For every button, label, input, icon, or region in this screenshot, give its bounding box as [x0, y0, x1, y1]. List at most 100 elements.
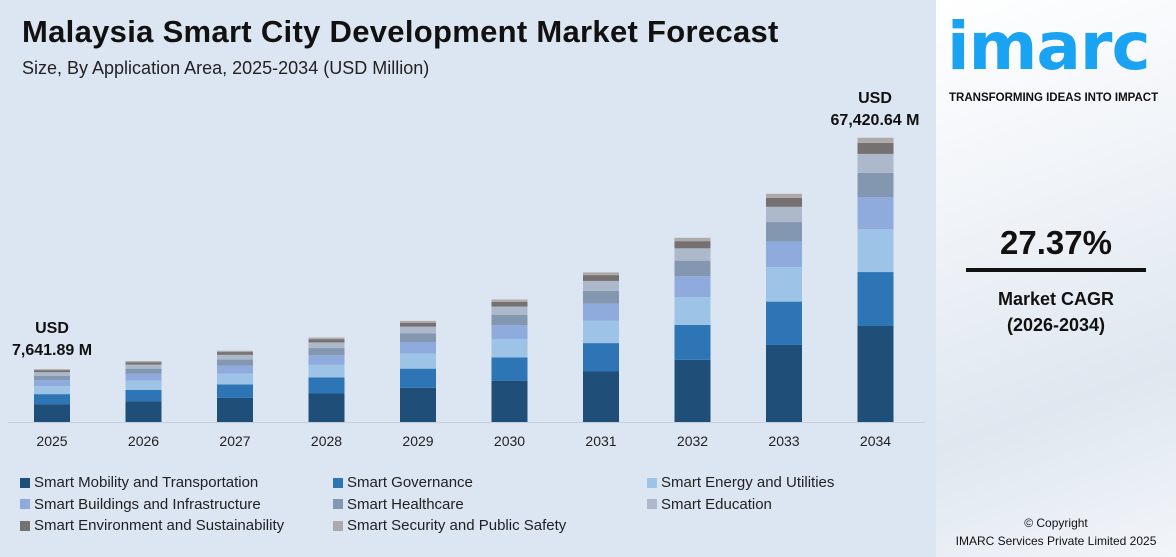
- bar-segment-2025: [34, 372, 70, 376]
- bar-segment-2031: [583, 320, 619, 344]
- legend-item: Smart Governance: [333, 474, 473, 491]
- bar-segment-2029: [400, 387, 436, 422]
- x-tick-label: 2027: [219, 433, 250, 449]
- bar-segment-2032: [674, 241, 711, 249]
- legend-label: Smart Security and Public Safety: [347, 517, 567, 534]
- x-tick-label: 2031: [585, 433, 616, 449]
- bar-segment-2032: [674, 276, 711, 298]
- bar-segment-2026: [125, 368, 162, 374]
- bar-segment-2030: [491, 380, 528, 422]
- x-tick-label: 2025: [36, 433, 67, 449]
- bar-segment-2030: [491, 325, 528, 339]
- bar-segment-2027: [217, 373, 253, 385]
- bar-segment-2031: [583, 303, 619, 321]
- bar-segment-2030: [491, 314, 528, 326]
- bar-segment-2028: [308, 339, 345, 343]
- bar-segment-2030: [491, 301, 528, 307]
- legend-label: Smart Healthcare: [347, 495, 464, 513]
- bar-segment-2033: [766, 206, 802, 223]
- bar-segment-2034: [857, 272, 894, 327]
- bar-segment-2029: [400, 333, 436, 342]
- bar-segment-2027: [217, 384, 253, 398]
- bar-segment-2034: [857, 229, 894, 273]
- x-tick-label: 2028: [311, 433, 342, 449]
- bar-segment-2026: [125, 362, 162, 365]
- legend-label: Smart Mobility and Transportation: [34, 474, 259, 491]
- copyright: © Copyright IMARC Services Private Limit…: [936, 514, 1176, 550]
- bar-segment-2027: [217, 354, 253, 360]
- bar-segment-2028: [308, 348, 345, 356]
- bar-segment-2031: [583, 275, 619, 281]
- bar-segment-2034: [857, 326, 894, 422]
- bar-segment-2029: [400, 353, 436, 369]
- annotation-value: 67,420.64 M: [830, 112, 920, 129]
- bar-segment-2032: [674, 248, 711, 261]
- bar-segment-2025: [34, 369, 70, 371]
- bar-segment-2033: [766, 193, 802, 198]
- cagr-value: 27.37%: [1000, 224, 1112, 261]
- bar-segment-2032: [674, 324, 711, 360]
- x-tick-label: 2032: [677, 433, 708, 449]
- legend-swatch: [20, 499, 30, 509]
- bar-segment-2027: [217, 350, 253, 353]
- bar-segment-2025: [34, 386, 70, 395]
- bar-segment-2032: [674, 359, 711, 422]
- bar-segment-2034: [857, 137, 894, 143]
- company-name: IMARC Services Private Limited 2025: [955, 534, 1157, 548]
- bar-segment-2032: [674, 237, 711, 242]
- bar-segment-2034: [857, 153, 894, 173]
- bar-segment-2026: [125, 364, 162, 369]
- annotation-value: 7,641.89 M: [11, 342, 93, 359]
- bar-segment-2026: [125, 373, 162, 381]
- chart-title: Malaysia Smart City Development Market F…: [22, 14, 779, 49]
- annotation-currency: USD: [35, 320, 69, 337]
- chart-subtitle: Size, By Application Area, 2025-2034 (US…: [22, 58, 430, 78]
- bar-segment-2027: [217, 359, 253, 366]
- bar-segment-2033: [766, 301, 802, 345]
- legend-label: Smart Education: [661, 495, 772, 513]
- bar-segment-2029: [400, 326, 436, 334]
- bar-segment-2029: [400, 322, 436, 327]
- bar-segment-2028: [308, 377, 345, 394]
- x-tick-label: 2029: [402, 433, 433, 449]
- bar-segment-2026: [125, 389, 162, 402]
- bar-segment-2032: [674, 297, 711, 325]
- stacked-bar-chart: 2025 2026 2027 2028 2029 2030 2031 2032 2033 2034: [8, 137, 925, 449]
- bar-segment-2033: [766, 267, 802, 302]
- x-tick-label: 2034: [860, 433, 891, 449]
- bar-segment-2026: [125, 401, 162, 422]
- chart-panel: Malaysia Smart City Development Market F…: [0, 0, 936, 557]
- bar-segment-2028: [308, 342, 345, 349]
- annotation-currency: USD: [858, 90, 892, 107]
- bar-segment-2028: [308, 393, 345, 422]
- legend-item: Smart Education: [647, 496, 772, 513]
- legend-item: Smart Healthcare: [333, 496, 464, 513]
- legend-item: Smart Mobility and Transportation: [20, 474, 258, 491]
- legend-item: Smart Buildings and Infrastructure: [20, 496, 261, 513]
- bar-segment-2028: [308, 364, 345, 378]
- x-tick-label: 2033: [768, 433, 799, 449]
- bar-segment-2025: [34, 375, 70, 381]
- bar-segment-2027: [217, 397, 253, 422]
- last-bar-annotation: USD 67,420.64 M: [820, 88, 930, 132]
- bar-segment-2029: [400, 368, 436, 388]
- bar-segment-2028: [308, 355, 345, 365]
- legend-item: Smart Energy and Utilities: [647, 474, 834, 491]
- bar-segment-2033: [766, 241, 802, 268]
- bar-segment-2025: [34, 380, 70, 387]
- bar-segment-2032: [674, 260, 711, 277]
- bar-segment-2030: [491, 299, 528, 302]
- bar-segment-2026: [125, 361, 162, 363]
- legend-swatch: [333, 520, 343, 531]
- bar-segment-2029: [400, 320, 436, 323]
- bar-segment-2034: [857, 172, 894, 198]
- cagr-period: (2026-2034): [1006, 315, 1106, 335]
- divider: [966, 268, 1146, 272]
- legend-item: Smart Environment and Sustainability: [20, 517, 284, 534]
- tagline: TRANSFORMING IDEAS INTO IMPACT: [949, 92, 1159, 104]
- bar-segment-2031: [583, 280, 619, 291]
- bar-segment-2034: [857, 142, 894, 154]
- copyright-text: © Copyright: [1024, 516, 1088, 530]
- legend-swatch: [647, 477, 657, 488]
- bar-segment-2025: [34, 404, 70, 422]
